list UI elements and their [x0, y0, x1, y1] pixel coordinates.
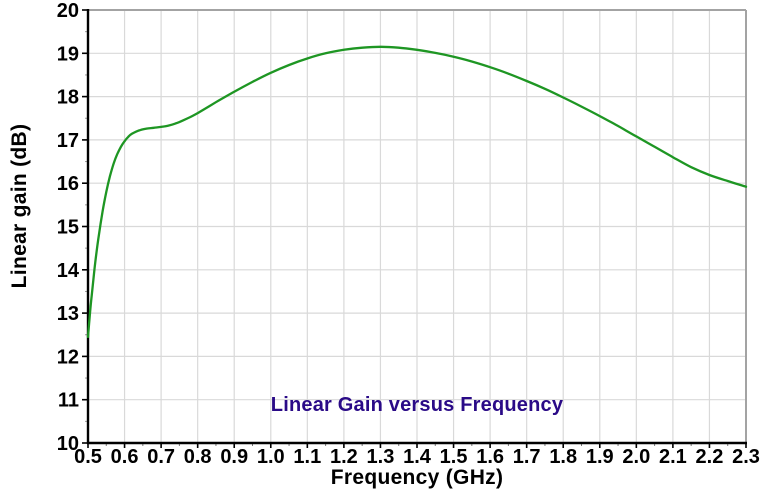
x-tick-label: 2.0 — [622, 446, 650, 468]
x-tick-label: 1.2 — [330, 446, 358, 468]
y-tick-label: 12 — [57, 346, 79, 368]
y-tick-label: 10 — [57, 433, 79, 455]
chart-title: Linear Gain versus Frequency — [270, 394, 564, 416]
x-tick-label: 1.0 — [257, 446, 285, 468]
y-tick-label: 17 — [57, 130, 79, 152]
y-tick-label: 20 — [57, 0, 79, 22]
y-axis-title: Linear gain (dB) — [8, 123, 31, 289]
x-tick-label: 1.7 — [513, 446, 541, 468]
gain-curve — [86, 45, 748, 339]
y-tick-label: 14 — [57, 260, 80, 282]
x-tick-label: 1.4 — [403, 446, 432, 468]
x-tick-label: 0.7 — [147, 446, 175, 468]
x-axis-title: Frequency (GHz) — [330, 466, 504, 489]
x-tick-label: 0.5 — [74, 446, 102, 468]
y-tick-label: 13 — [57, 303, 79, 325]
x-tick-label: 2.1 — [659, 446, 687, 468]
x-tick-label: 0.9 — [220, 446, 248, 468]
x-tick-label: 2.2 — [696, 446, 724, 468]
x-tick-label: 1.9 — [586, 446, 614, 468]
x-tick-label: 1.3 — [367, 446, 395, 468]
y-tick-label: 18 — [57, 87, 79, 109]
x-tick-label: 1.1 — [293, 446, 321, 468]
y-tick-label: 15 — [57, 217, 79, 239]
x-tick-label: 0.8 — [184, 446, 212, 468]
y-tick-label: 16 — [57, 173, 79, 195]
x-tick-label: 1.5 — [440, 446, 468, 468]
x-tick-label: 0.6 — [111, 446, 139, 468]
y-tick-label: 11 — [58, 390, 79, 412]
x-tick-label: 1.8 — [549, 446, 577, 468]
x-tick-label: 2.3 — [732, 446, 760, 468]
x-tick-label: 1.6 — [476, 446, 504, 468]
y-tick-label: 19 — [57, 43, 79, 65]
